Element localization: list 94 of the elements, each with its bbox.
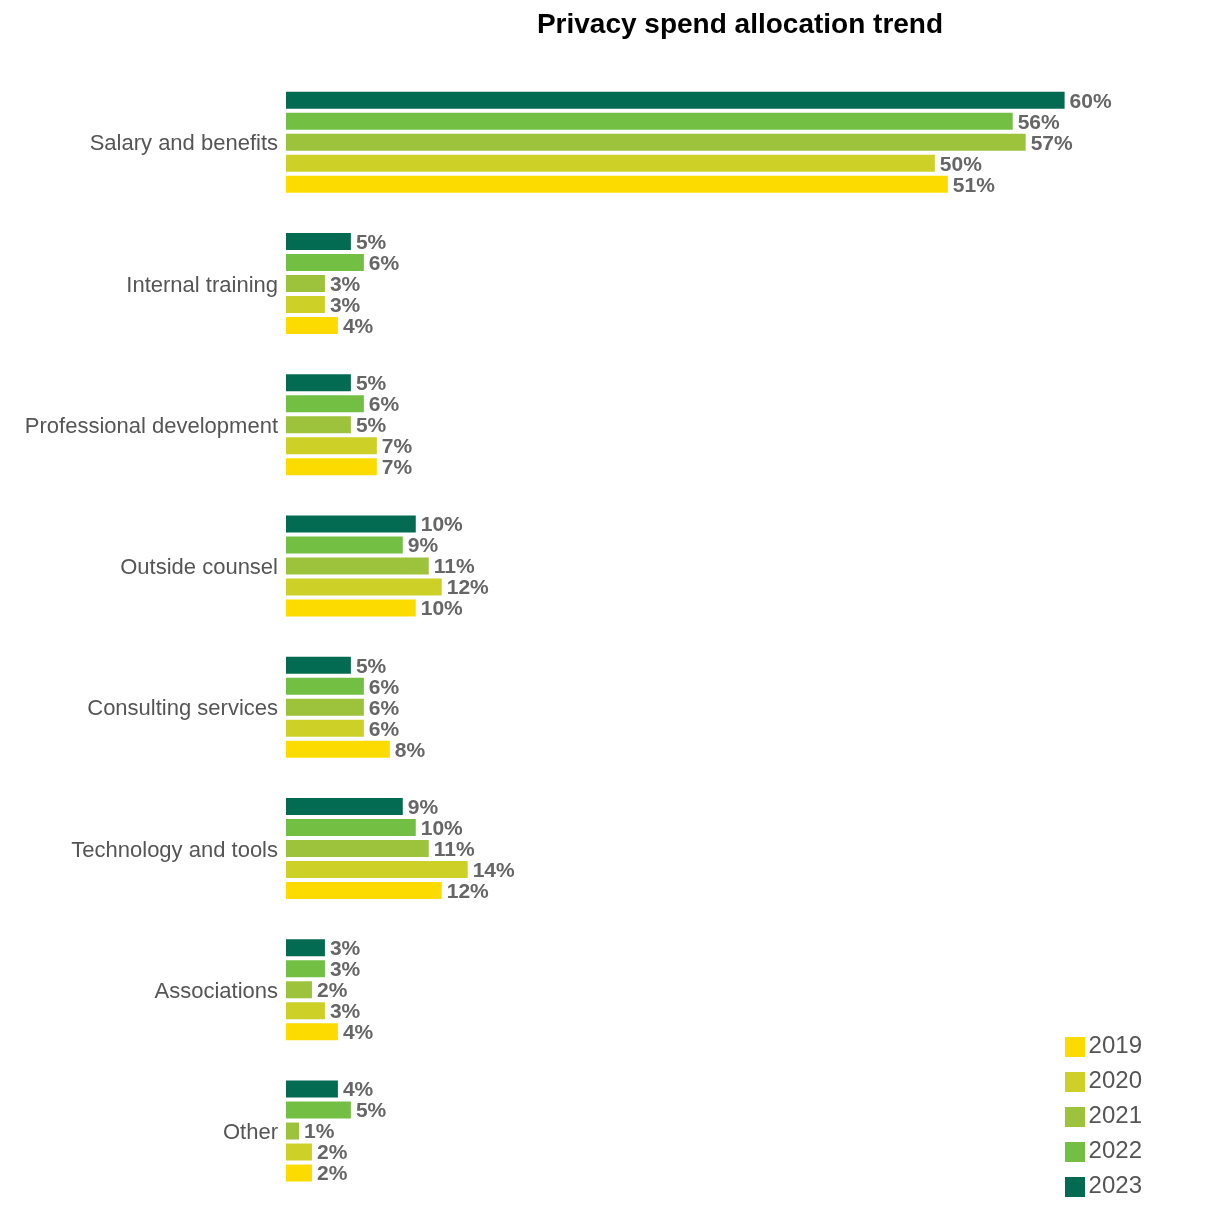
data-label: 6%: [368, 716, 400, 740]
data-label: 10%: [420, 596, 464, 620]
data-label: 5%: [355, 413, 387, 437]
data-label: 6%: [368, 392, 400, 416]
bar: [286, 677, 364, 695]
bar: [286, 798, 403, 816]
data-label: 11%: [433, 554, 475, 578]
legend-label: 2023: [1088, 1171, 1142, 1198]
data-label: 3%: [329, 292, 361, 316]
data-label: 5%: [355, 653, 387, 677]
data-label: 2%: [316, 1140, 348, 1164]
bar: [286, 939, 325, 957]
bar: [286, 656, 351, 674]
bar: [286, 1002, 325, 1020]
legend-label: 2020: [1088, 1066, 1142, 1093]
y-tick-label: Outside counsel: [120, 554, 278, 580]
data-label: 3%: [329, 999, 361, 1023]
bar: [286, 91, 1065, 109]
data-label: 7%: [381, 455, 413, 479]
y-tick-label: Salary and benefits: [89, 130, 278, 156]
legend-label: 2022: [1088, 1136, 1142, 1163]
bar: [286, 395, 364, 413]
bar: [286, 133, 1026, 151]
y-tick-label: Associations: [154, 977, 278, 1003]
data-label: 11%: [433, 836, 475, 860]
data-label: 5%: [355, 1098, 387, 1122]
bar: [286, 458, 377, 476]
data-label: 9%: [407, 794, 439, 818]
bar: [286, 154, 935, 172]
bar: [286, 1023, 338, 1041]
data-label: 6%: [368, 674, 400, 698]
data-label: 7%: [381, 434, 413, 458]
legend-label: 2019: [1088, 1031, 1142, 1058]
data-label: 4%: [342, 1020, 374, 1044]
data-label: 2%: [316, 978, 348, 1002]
bar: [286, 840, 429, 858]
data-label: 4%: [342, 313, 374, 337]
data-label: 10%: [420, 815, 464, 839]
bar: [286, 882, 442, 900]
y-tick-label: Professional development: [24, 412, 278, 438]
data-label: 6%: [368, 695, 400, 719]
y-tick-label: Consulting services: [87, 695, 278, 721]
bar: [286, 960, 325, 978]
data-label: 1%: [303, 1119, 335, 1143]
bar: [286, 861, 468, 879]
data-label: 4%: [342, 1077, 374, 1101]
data-label: 12%: [446, 575, 490, 599]
bar: [286, 557, 429, 575]
bar: [286, 233, 351, 251]
data-label: 2%: [316, 1161, 348, 1185]
bar: [286, 578, 442, 596]
bar: [286, 719, 364, 737]
data-label: 5%: [355, 371, 387, 395]
bar: [286, 599, 416, 617]
bar: [286, 981, 312, 999]
bar: [286, 698, 364, 716]
data-label: 56%: [1017, 109, 1061, 133]
y-tick-label: Other: [222, 1119, 278, 1145]
bar: [286, 1080, 338, 1098]
y-tick-label: Technology and tools: [71, 836, 278, 862]
bar: [286, 175, 948, 193]
bar: [286, 740, 390, 758]
bar: [286, 317, 338, 335]
bar: [286, 1122, 299, 1140]
bar: [286, 515, 416, 533]
bar: [286, 416, 351, 434]
legend-label: 2021: [1088, 1101, 1142, 1128]
y-tick-label: Internal training: [126, 271, 278, 297]
data-label: 3%: [329, 271, 361, 295]
bar: [286, 112, 1013, 130]
data-label: 50%: [939, 151, 983, 175]
data-label: 3%: [329, 936, 361, 960]
bar: [286, 819, 416, 837]
bar: [286, 437, 377, 455]
data-label: 5%: [355, 229, 387, 253]
data-label: 60%: [1069, 88, 1112, 112]
data-label: 3%: [329, 957, 361, 981]
data-label: 57%: [1030, 130, 1074, 154]
data-label: 6%: [368, 250, 400, 274]
bar: [286, 275, 325, 293]
bar: [286, 1143, 312, 1161]
bar: [286, 254, 364, 272]
data-label: 10%: [420, 512, 464, 536]
data-label: 14%: [472, 857, 516, 881]
chart-title: Privacy spend allocation trend: [535, 8, 945, 41]
bar: [286, 374, 351, 392]
bar: [286, 1101, 351, 1119]
data-label: 9%: [407, 533, 439, 557]
data-label: 12%: [446, 878, 490, 902]
bar: [286, 296, 325, 314]
data-label: 51%: [952, 172, 996, 196]
bar: [286, 536, 403, 554]
data-label: 8%: [394, 737, 426, 761]
bar: [286, 1164, 312, 1182]
